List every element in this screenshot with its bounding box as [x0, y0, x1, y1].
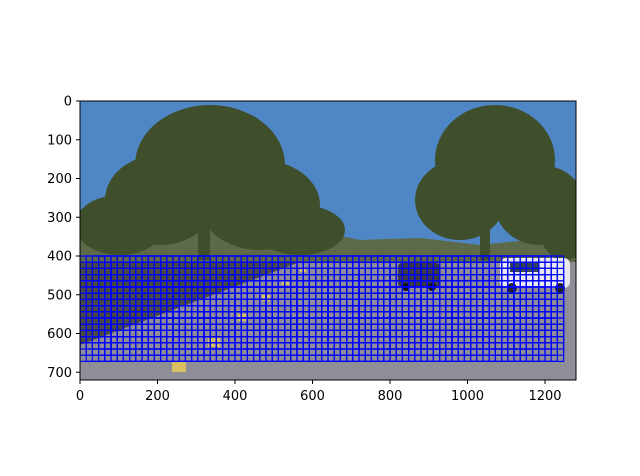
y-tick-label: 200 — [47, 172, 72, 187]
y-tick-label: 500 — [47, 288, 72, 303]
x-tick-label: 1200 — [528, 389, 561, 404]
x-tick-label: 1000 — [451, 389, 484, 404]
axes: 0 200 400 600 800 1000 1200 0 100 200 300 400 500 60… — [47, 95, 577, 404]
tree-left — [80, 105, 345, 260]
axes-frame — [79, 100, 577, 381]
y-axis: 0 100 200 300 400 500 600 700 — [47, 95, 80, 381]
y-tick-label: 700 — [47, 366, 72, 381]
y-tick-label: 600 — [47, 327, 72, 342]
y-tick-label: 400 — [47, 250, 72, 265]
x-tick-label: 800 — [378, 389, 403, 404]
window-box — [538, 336, 565, 363]
tree-right — [415, 105, 576, 260]
x-tick-label: 0 — [76, 389, 84, 404]
x-tick-label: 600 — [300, 389, 325, 404]
x-axis: 0 200 400 600 800 1000 1200 — [76, 380, 562, 404]
sliding-window-boxes — [80, 255, 565, 363]
photo-image — [80, 101, 576, 380]
y-tick-label: 300 — [47, 211, 72, 226]
y-tick-label: 0 — [64, 95, 72, 110]
x-tick-label: 400 — [223, 389, 248, 404]
car-white — [500, 258, 570, 293]
y-tick-label: 100 — [47, 133, 72, 148]
x-tick-label: 200 — [145, 389, 170, 404]
